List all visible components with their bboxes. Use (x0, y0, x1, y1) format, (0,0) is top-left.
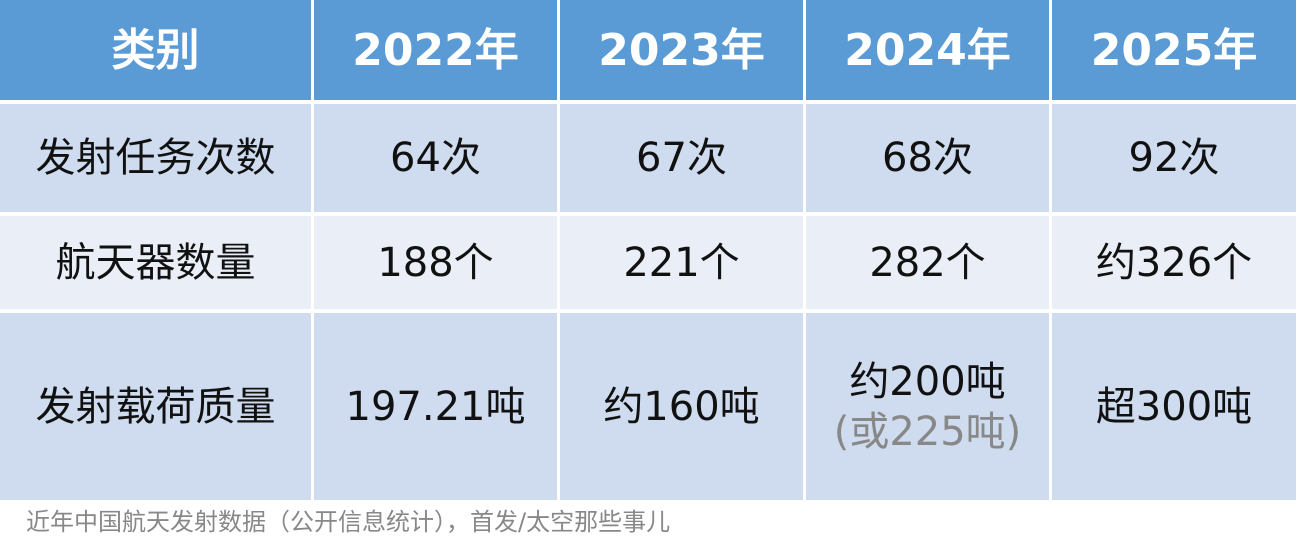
table-cell: 64次 (314, 104, 557, 212)
table-cell: 197.21吨 (314, 313, 557, 500)
table-cell: 约200吨 (或225吨) (806, 313, 1049, 500)
table-cell: 188个 (314, 216, 557, 309)
table-cell: 92次 (1052, 104, 1296, 212)
data-table: 类别 2022年 2023年 2024年 2025年发射任务次数 64次 67次 68次 92次… (0, 0, 1296, 500)
header-cell: 2022年 (314, 0, 557, 100)
footer-caption: 近年中国航天发射数据（公开信息统计），首发/太空那些事儿 (26, 508, 671, 536)
table-cell: 221个 (560, 216, 803, 309)
table-cell: 约326个 (1052, 216, 1296, 309)
row-label: 航天器数量 (0, 216, 311, 309)
row-label: 发射任务次数 (0, 104, 311, 212)
table-cell: 282个 (806, 216, 1049, 309)
header-cell: 2023年 (560, 0, 803, 100)
row-label: 发射载荷质量 (0, 313, 311, 500)
header-cell: 类别 (0, 0, 311, 100)
header-cell: 2025年 (1052, 0, 1296, 100)
cell-value: 约200吨 (849, 358, 1006, 405)
header-cell: 2024年 (806, 0, 1049, 100)
table-cell: 约160吨 (560, 313, 803, 500)
table-cell: 68次 (806, 104, 1049, 212)
table-cell: 67次 (560, 104, 803, 212)
table-cell: 超300吨 (1052, 313, 1296, 500)
cell-alt-value: (或225吨) (833, 408, 1022, 455)
